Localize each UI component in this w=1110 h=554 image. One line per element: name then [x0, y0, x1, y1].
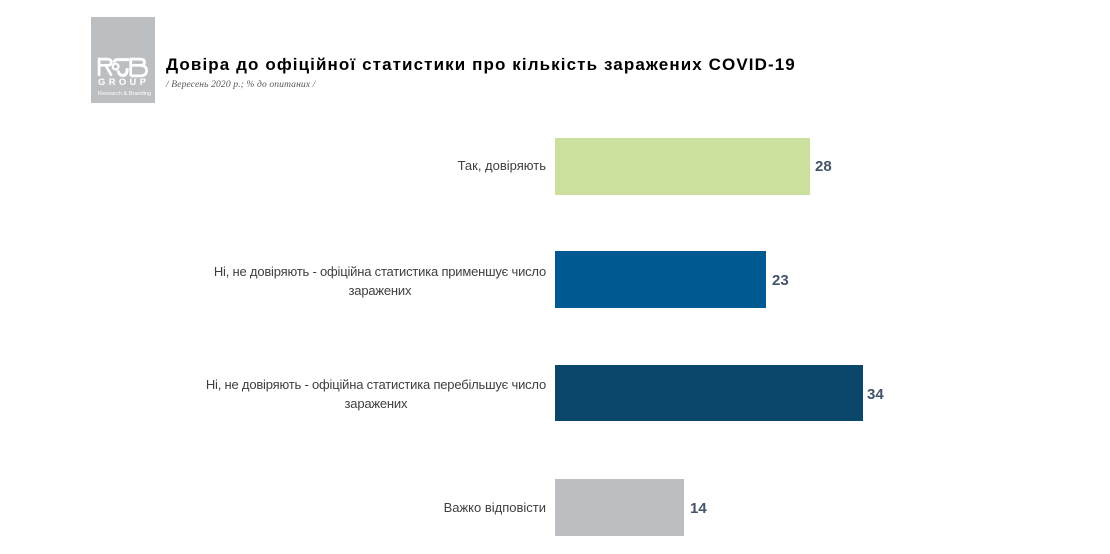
svg-text:Research & Branding: Research & Branding [98, 91, 151, 97]
svg-text:GROUP: GROUP [98, 76, 149, 87]
